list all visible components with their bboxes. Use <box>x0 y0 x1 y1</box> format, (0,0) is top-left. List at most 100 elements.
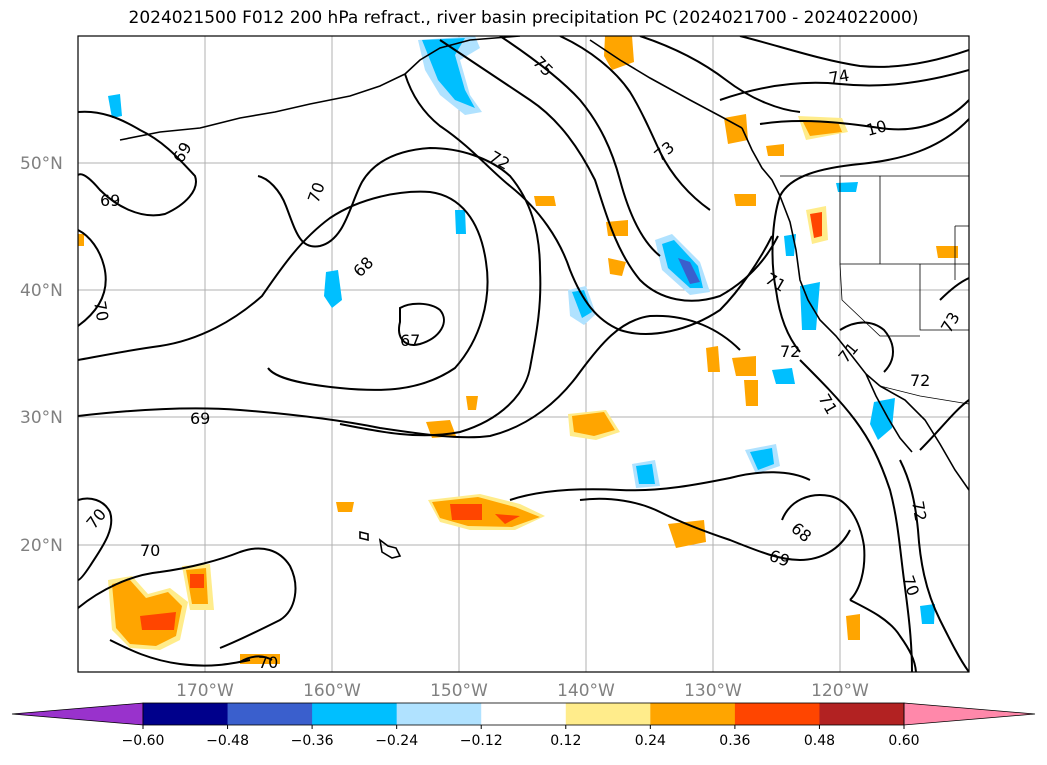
lon-label-130w: 130°W <box>684 681 742 701</box>
pos-blob <box>466 396 478 410</box>
contour-line <box>781 494 866 601</box>
pos-blob <box>495 514 520 524</box>
neg-blob <box>455 210 466 234</box>
contour-label: 74 <box>827 66 850 88</box>
lon-label-140w: 140°W <box>557 681 615 701</box>
state-border <box>839 263 920 337</box>
colorbar-segments <box>143 703 905 725</box>
neg-blob <box>572 290 592 318</box>
contour-line <box>78 229 107 327</box>
neg-blob <box>836 182 858 192</box>
colorbar-tick-label: 0.24 <box>635 733 666 749</box>
contour-label: 70 <box>258 653 278 672</box>
colorbar-tick-label: −0.36 <box>291 733 334 749</box>
contour-line <box>439 39 779 302</box>
pos-blob <box>724 114 748 144</box>
state-border <box>954 225 969 280</box>
contour-label: 72 <box>910 371 930 390</box>
political-borders <box>780 175 969 405</box>
pos-blob <box>846 614 860 640</box>
lon-label-160w: 160°W <box>303 681 361 701</box>
contour-line <box>78 314 741 439</box>
map-frame <box>77 35 970 673</box>
hawaii-islands <box>359 530 402 559</box>
pos-blob <box>572 412 615 436</box>
map-background <box>78 36 969 672</box>
colorbar-segment <box>565 703 651 725</box>
pos-blob <box>608 258 626 276</box>
lat-label-40n: 40°N <box>20 281 63 301</box>
contour-line <box>839 321 894 373</box>
colorbar-segment <box>227 703 313 725</box>
bc-coast <box>741 127 781 197</box>
contour-line <box>739 36 969 68</box>
colorbar-tick-label: −0.48 <box>206 733 249 749</box>
contour-line <box>78 547 297 649</box>
contour-line <box>78 190 489 391</box>
neg-blob <box>772 368 795 384</box>
contour-line <box>499 36 661 257</box>
lat-label-20n: 20°N <box>20 536 63 556</box>
colorbar-ticks: −0.60 −0.48 −0.36 −0.24 −0.12 0.12 0.24 0.36 0.4… <box>122 725 920 749</box>
contour-line <box>719 69 969 101</box>
refractivity-contours <box>78 36 969 672</box>
colorbar-tick-label: 0.12 <box>550 733 581 749</box>
baja-peninsula <box>865 373 913 453</box>
contour-label: 70 <box>90 299 112 322</box>
pos-blob <box>240 654 280 664</box>
lon-label-120w: 120°W <box>811 681 869 701</box>
contour-label: 69 <box>190 409 210 428</box>
colorbar-segment <box>650 703 736 725</box>
pos-blob <box>766 144 784 156</box>
state-border <box>839 176 969 265</box>
us-mexico-border <box>879 385 969 405</box>
contour-line <box>78 497 113 581</box>
pos-blob <box>78 234 84 246</box>
neg-blob <box>750 448 774 470</box>
contour-line <box>771 117 969 353</box>
pos-blob <box>706 346 720 372</box>
contour-label: 10 <box>864 116 889 140</box>
latitude-labels: 50°N 40°N 30°N 20°N <box>20 154 63 556</box>
contour-line <box>939 277 969 301</box>
contour-line <box>899 459 969 672</box>
lat-label-30n: 30°N <box>20 408 63 428</box>
contour-line <box>509 471 811 501</box>
colorbar-segment <box>819 703 905 725</box>
pos-blob <box>140 612 176 630</box>
colorbar-segment <box>734 703 820 725</box>
neg-blob <box>324 270 342 308</box>
colorbar-segment <box>481 703 567 725</box>
coastlines <box>119 36 969 559</box>
lon-label-150w: 150°W <box>430 681 488 701</box>
colorbar-frame <box>142 702 905 726</box>
alaska-coast <box>404 36 743 129</box>
pos-blob <box>802 120 842 136</box>
chart-title: 2024021500 F012 200 hPa refract., river … <box>128 8 919 28</box>
pos-blob <box>732 356 756 376</box>
pos-blob <box>534 196 556 206</box>
mexico-coast <box>879 385 969 491</box>
neg-blob <box>636 464 655 484</box>
colorbar-segment <box>312 703 398 725</box>
us-west-coast <box>779 195 881 387</box>
precipitation-shading <box>78 36 958 664</box>
contour-line <box>398 302 445 346</box>
contour-line <box>759 99 969 131</box>
contour-line <box>849 599 917 672</box>
neg-blob <box>870 398 895 440</box>
contour-line <box>109 639 251 667</box>
colorbar-tick-label: 0.36 <box>719 733 750 749</box>
contour-line <box>404 73 773 335</box>
lon-label-170w: 170°W <box>176 681 234 701</box>
colorbar-tick-label: −0.24 <box>375 733 418 749</box>
longitude-labels: 170°W 160°W 150°W 140°W 130°W 120°W <box>176 681 869 701</box>
pos-blob <box>744 380 758 406</box>
contour-label: 72 <box>908 499 930 522</box>
pos-blob <box>604 36 634 70</box>
neg-blob <box>920 604 935 624</box>
pos-blob <box>606 220 628 236</box>
colorbar-extend-low <box>11 702 144 726</box>
lat-label-50n: 50°N <box>20 154 63 174</box>
